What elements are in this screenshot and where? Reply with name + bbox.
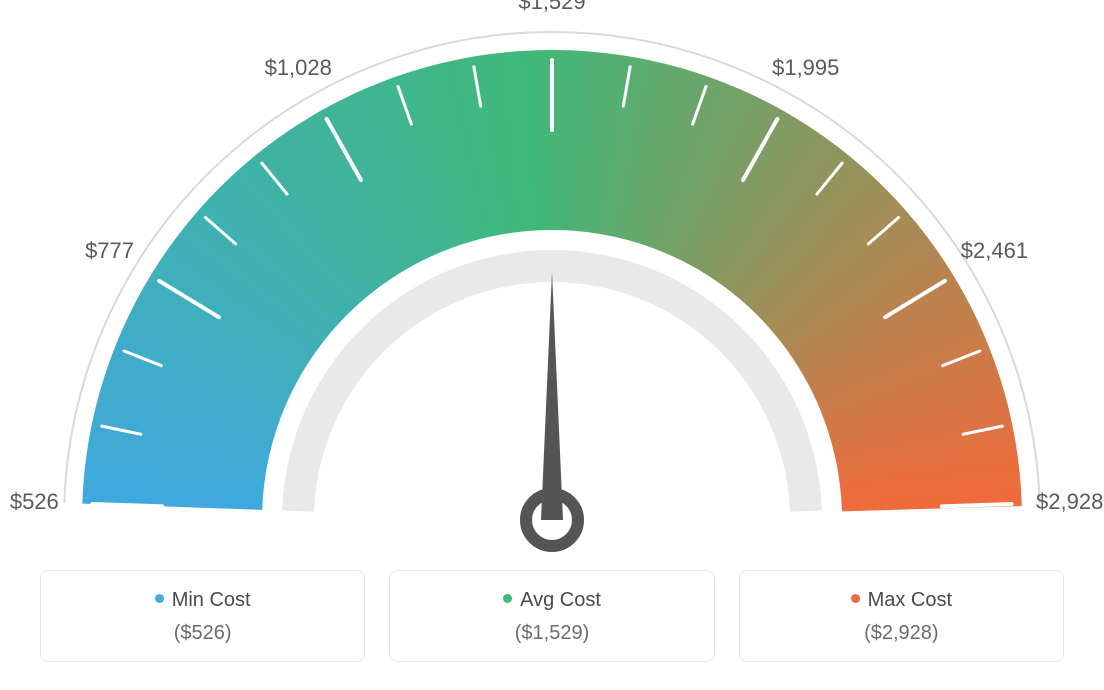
gauge-scale-label: $777 (85, 238, 134, 264)
gauge: $526 $777 $1,028 $1,529 $1,995 $2,461 $2,928 (0, 0, 1104, 560)
gauge-scale-label: $1,028 (265, 55, 332, 81)
legend-min-box: Min Cost ($526) (40, 570, 365, 662)
legend-max-value: ($2,928) (750, 622, 1053, 645)
legend-max-dot (851, 594, 860, 603)
legend: Min Cost ($526) Avg Cost ($1,529) Max Co… (40, 570, 1064, 662)
gauge-scale-label: $2,928 (1036, 489, 1103, 515)
legend-avg-value: ($1,529) (400, 622, 703, 645)
gauge-svg (0, 0, 1104, 560)
legend-avg-title: Avg Cost (400, 589, 703, 612)
legend-min-title: Min Cost (51, 589, 354, 612)
legend-min-title-text: Min Cost (172, 589, 251, 611)
gauge-scale-label: $526 (10, 489, 59, 515)
legend-avg-title-text: Avg Cost (520, 589, 601, 611)
legend-min-dot (155, 594, 164, 603)
legend-min-value: ($526) (51, 622, 354, 645)
gauge-scale-label: $2,461 (961, 238, 1028, 264)
gauge-scale-label: $1,529 (518, 0, 585, 15)
legend-max-title-text: Max Cost (868, 589, 952, 611)
legend-max-box: Max Cost ($2,928) (739, 570, 1064, 662)
gauge-scale-label: $1,995 (772, 55, 839, 81)
legend-avg-dot (503, 594, 512, 603)
legend-max-title: Max Cost (750, 589, 1053, 612)
legend-avg-box: Avg Cost ($1,529) (389, 570, 714, 662)
gauge-chart-container: $526 $777 $1,028 $1,529 $1,995 $2,461 $2,928 M… (0, 0, 1104, 690)
